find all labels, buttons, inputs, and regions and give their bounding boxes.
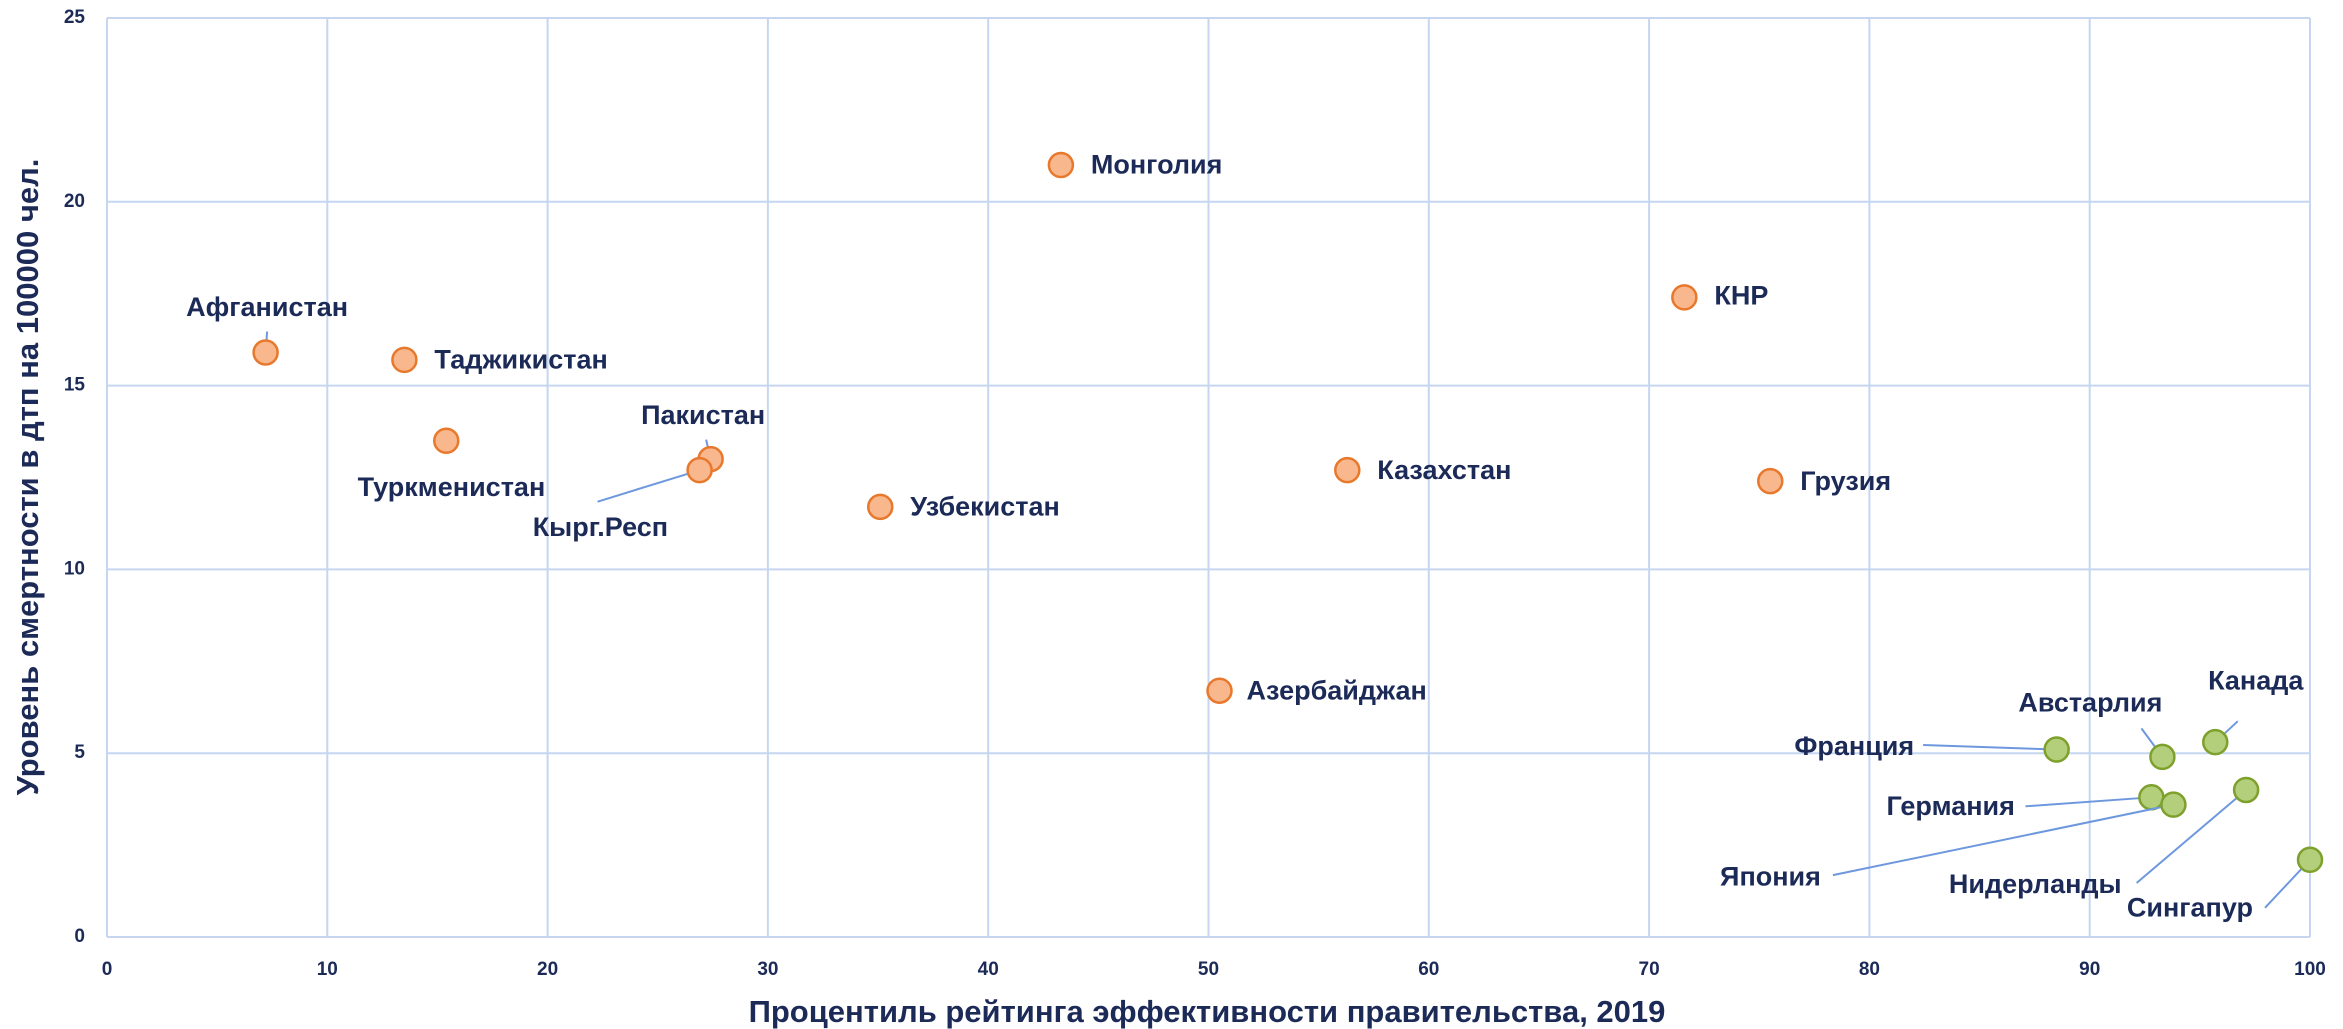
x-axis-title: Процентиль рейтинга эффективности правит… xyxy=(749,994,1666,1029)
x-tick-label: 70 xyxy=(1639,959,1660,980)
point-label: Сингапур xyxy=(2127,892,2253,922)
point xyxy=(2232,776,2260,804)
point xyxy=(391,346,418,374)
point-label: Афганистан xyxy=(186,292,348,322)
point-label: Грузия xyxy=(1800,466,1891,496)
point-label: Германия xyxy=(1886,791,2014,821)
point xyxy=(252,339,279,366)
point-label: Япония xyxy=(1720,861,1821,891)
point-label: Франция xyxy=(1794,731,1914,761)
point xyxy=(2202,728,2229,756)
point-label: КНР xyxy=(1714,281,1768,311)
point-label: Узбекистан xyxy=(910,492,1060,522)
point xyxy=(867,493,894,521)
leader-line xyxy=(2135,789,2247,884)
y-tick-label: 10 xyxy=(64,558,85,579)
point-label: Азербайджан xyxy=(1247,675,1427,705)
x-tick-label: 30 xyxy=(757,959,778,980)
point xyxy=(2296,846,2324,874)
point xyxy=(1334,456,1361,484)
y-tick-label: 25 xyxy=(64,7,86,28)
point-label: Монголия xyxy=(1091,150,1223,180)
point xyxy=(1757,467,1784,495)
x-tick-label: 50 xyxy=(1198,959,1219,980)
y-tick-label: 20 xyxy=(64,191,85,212)
point xyxy=(1047,151,1075,179)
y-tick-label: 15 xyxy=(64,375,86,396)
leader-line xyxy=(1832,803,2174,877)
point xyxy=(686,456,713,484)
point-label: Туркменистан xyxy=(358,472,546,502)
point xyxy=(1206,677,1233,704)
x-tick-label: 80 xyxy=(1859,959,1880,980)
point xyxy=(2149,743,2176,771)
point-label: Канада xyxy=(2208,665,2304,695)
x-tick-label: 10 xyxy=(317,959,338,980)
y-tick-label: 5 xyxy=(74,742,85,763)
x-tick-label: 20 xyxy=(537,959,558,980)
point xyxy=(2043,736,2070,763)
point xyxy=(2138,784,2165,811)
x-tick-label: 60 xyxy=(1418,959,1439,980)
point-label: Казахстан xyxy=(1377,455,1511,485)
point xyxy=(1671,284,1698,311)
y-axis-title: Уровень смертности в дтп на 100000 чел. xyxy=(10,159,45,796)
y-tick-label: 0 xyxy=(74,926,85,947)
leader-line xyxy=(2025,796,2152,808)
x-tick-label: 0 xyxy=(102,959,113,980)
leader-line xyxy=(1923,744,2057,751)
point-label: Таджикистан xyxy=(434,344,607,374)
point xyxy=(433,427,460,454)
x-tick-label: 90 xyxy=(2079,959,2100,980)
point-label: Пакистан xyxy=(641,400,765,430)
point-label: Австарлия xyxy=(2018,688,2162,718)
point-label: Кырг.Респ xyxy=(533,512,668,542)
point xyxy=(2160,791,2187,818)
x-tick-label: 40 xyxy=(978,959,999,980)
x-tick-label: 100 xyxy=(2294,959,2326,980)
leader-line xyxy=(597,469,700,503)
point-label: Нидерланды xyxy=(1949,869,2122,899)
